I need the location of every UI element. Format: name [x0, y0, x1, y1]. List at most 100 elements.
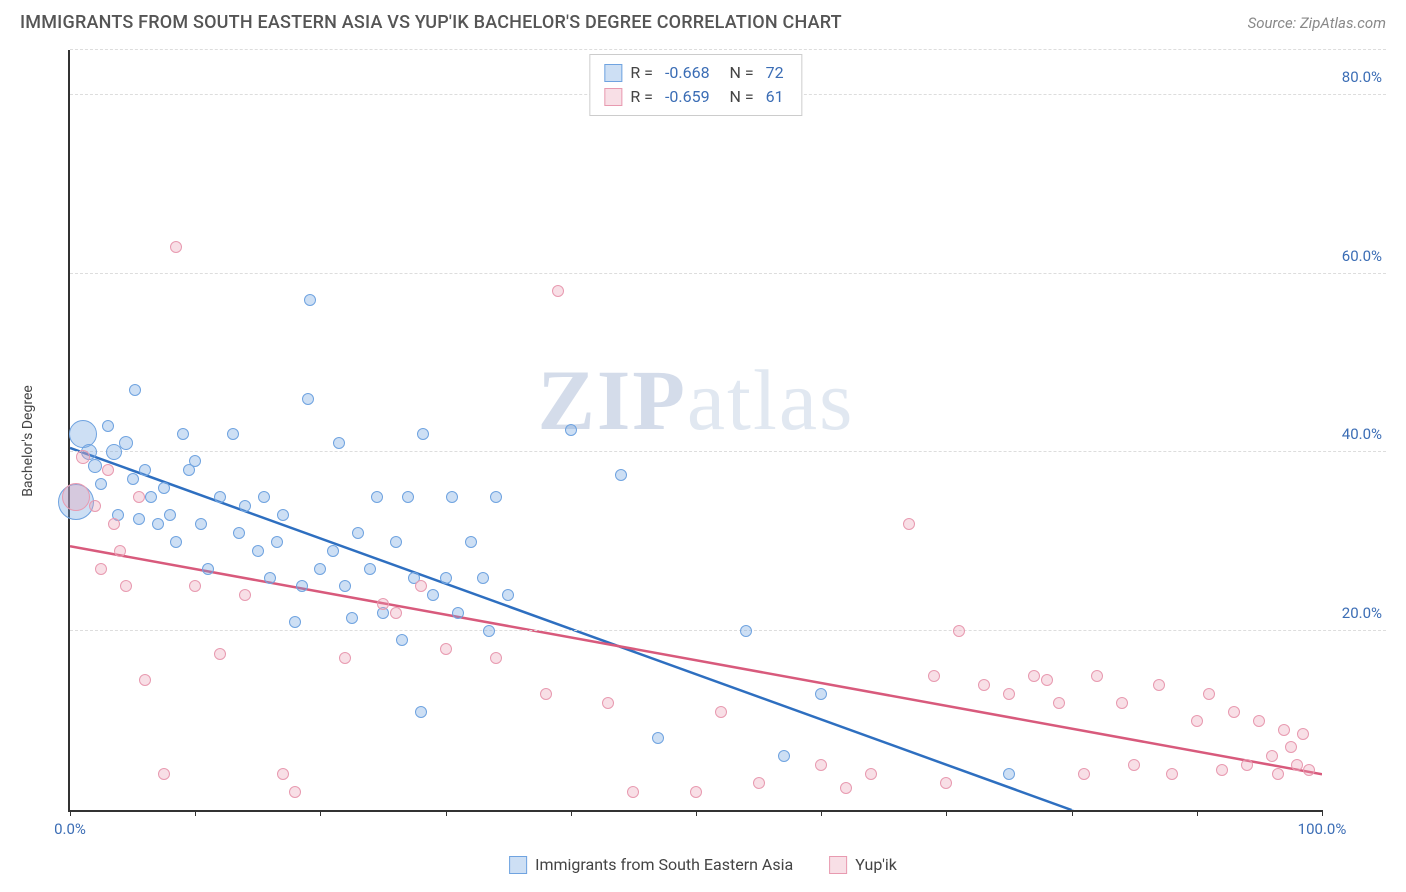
- x-tick: [1197, 810, 1198, 816]
- scatter-point: [1028, 670, 1040, 682]
- scatter-point: [95, 478, 107, 490]
- scatter-point: [364, 563, 376, 575]
- regression-lines: [70, 50, 1322, 810]
- scatter-point: [152, 518, 164, 530]
- scatter-point: [81, 444, 97, 460]
- legend-r-label: R =: [630, 61, 653, 85]
- legend-n-value: 72: [766, 61, 784, 85]
- scatter-point: [1228, 706, 1240, 718]
- chart-header: IMMIGRANTS FROM SOUTH EASTERN ASIA VS YU…: [0, 0, 1406, 41]
- scatter-point: [390, 607, 402, 619]
- y-tick-label: 20.0%: [1342, 604, 1382, 622]
- scatter-point: [615, 469, 627, 481]
- gridline: [70, 630, 1386, 631]
- scatter-point: [928, 670, 940, 682]
- scatter-point: [202, 563, 214, 575]
- scatter-point: [1078, 768, 1090, 780]
- scatter-point: [440, 572, 452, 584]
- scatter-point: [627, 786, 639, 798]
- scatter-point: [88, 459, 102, 473]
- scatter-point: [177, 428, 189, 440]
- x-tick: [946, 810, 947, 816]
- legend-n-label: N =: [722, 61, 754, 85]
- scatter-point: [264, 572, 276, 584]
- scatter-point: [158, 768, 170, 780]
- scatter-point: [214, 491, 226, 503]
- scatter-point: [417, 428, 429, 440]
- x-tick: [70, 810, 71, 816]
- scatter-point: [1266, 750, 1278, 762]
- scatter-point: [1091, 670, 1103, 682]
- scatter-point: [1041, 674, 1053, 686]
- scatter-point: [502, 589, 514, 601]
- legend-series-label: Immigrants from South Eastern Asia: [535, 855, 793, 874]
- scatter-point: [58, 484, 94, 520]
- scatter-point: [408, 572, 420, 584]
- y-tick-label: 60.0%: [1342, 247, 1382, 265]
- scatter-point: [978, 679, 990, 691]
- legend-n-value: 61: [766, 85, 784, 109]
- legend-swatch: [604, 64, 622, 82]
- scatter-point: [1297, 728, 1309, 740]
- scatter-point: [233, 527, 245, 539]
- scatter-point: [1128, 759, 1140, 771]
- scatter-point: [102, 420, 114, 432]
- scatter-point: [1278, 724, 1290, 736]
- scatter-point: [440, 643, 452, 655]
- scatter-point: [304, 294, 316, 306]
- scatter-point: [953, 625, 965, 637]
- scatter-point: [120, 580, 132, 592]
- scatter-point: [446, 491, 458, 503]
- scatter-point: [106, 444, 122, 460]
- scatter-point: [139, 464, 151, 476]
- x-tick: [821, 810, 822, 816]
- scatter-point: [277, 768, 289, 780]
- scatter-point: [239, 589, 251, 601]
- scatter-point: [333, 437, 345, 449]
- x-tick: [320, 810, 321, 816]
- scatter-point: [314, 563, 326, 575]
- scatter-point: [740, 625, 752, 637]
- y-axis-label: Bachelor's Degree: [20, 385, 36, 497]
- scatter-point: [119, 436, 133, 450]
- scatter-point: [840, 782, 852, 794]
- scatter-point: [565, 424, 577, 436]
- scatter-point: [415, 706, 427, 718]
- scatter-point: [89, 500, 101, 512]
- gridline: [70, 49, 1386, 50]
- scatter-point: [183, 464, 195, 476]
- scatter-point: [552, 285, 564, 297]
- legend-n-label: N =: [722, 85, 754, 109]
- legend-swatch: [604, 88, 622, 106]
- scatter-point: [1291, 759, 1303, 771]
- x-tick-label: 0.0%: [54, 820, 86, 838]
- legend-series-item: Yup'ik: [829, 855, 897, 874]
- scatter-point: [189, 455, 201, 467]
- series-legend: Immigrants from South Eastern Asia Yup'ik: [509, 855, 897, 874]
- scatter-point: [1003, 768, 1015, 780]
- scatter-point: [903, 518, 915, 530]
- scatter-point: [1241, 759, 1253, 771]
- gridline: [70, 451, 1386, 452]
- scatter-point: [302, 393, 314, 405]
- scatter-point: [296, 580, 308, 592]
- scatter-point: [189, 580, 201, 592]
- y-tick-label: 40.0%: [1342, 425, 1382, 443]
- scatter-point: [289, 616, 301, 628]
- scatter-point: [69, 420, 97, 448]
- scatter-point: [327, 545, 339, 557]
- legend-correlation-row: R = -0.668 N = 72: [604, 61, 787, 85]
- scatter-point: [1203, 688, 1215, 700]
- scatter-point: [815, 688, 827, 700]
- watermark: ZIPatlas: [538, 350, 855, 450]
- chart-title: IMMIGRANTS FROM SOUTH EASTERN ASIA VS YU…: [20, 12, 842, 33]
- scatter-point: [815, 759, 827, 771]
- scatter-point: [715, 706, 727, 718]
- scatter-point: [396, 634, 408, 646]
- scatter-point: [252, 545, 264, 557]
- x-tick: [1322, 810, 1323, 816]
- scatter-point: [346, 612, 358, 624]
- scatter-point: [170, 241, 182, 253]
- scatter-point: [1253, 715, 1265, 727]
- scatter-point: [1116, 697, 1128, 709]
